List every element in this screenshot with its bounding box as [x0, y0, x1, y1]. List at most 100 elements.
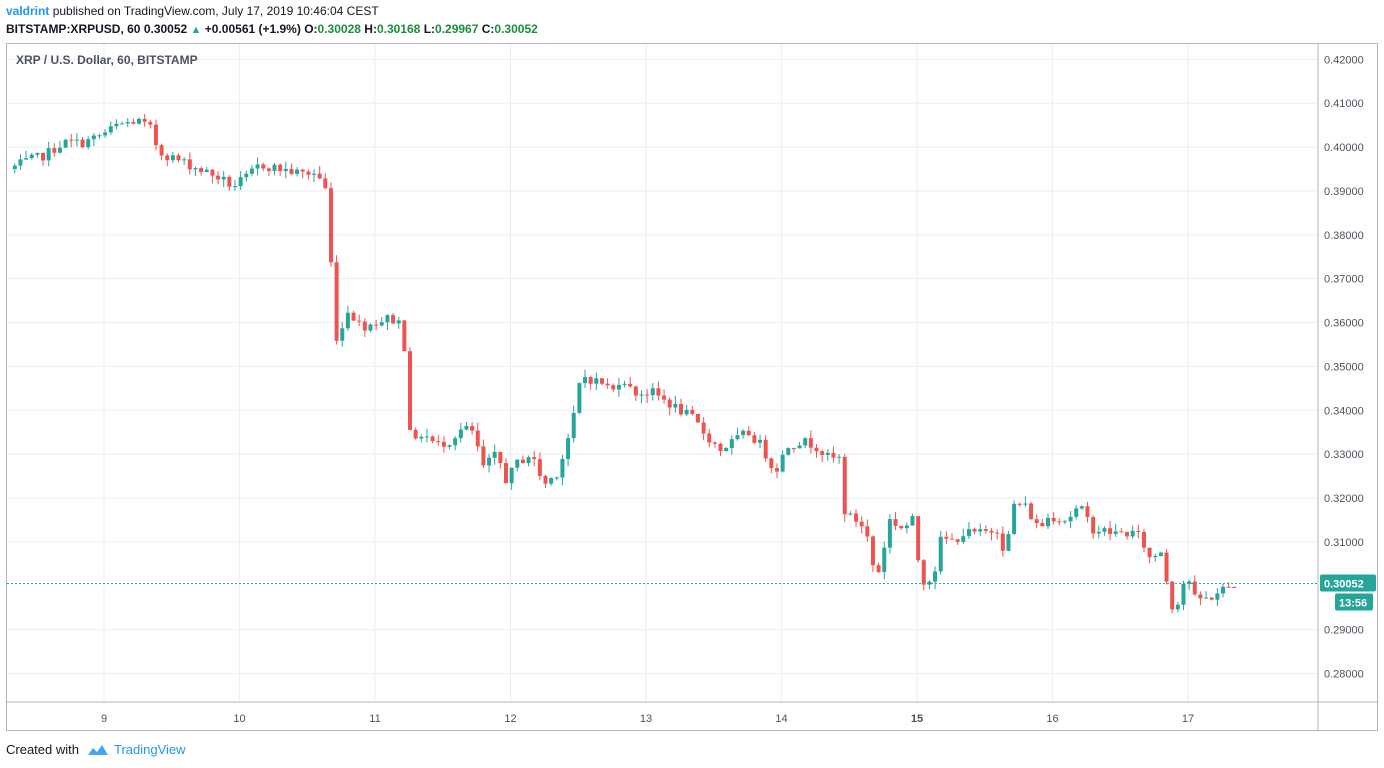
candle	[18, 154, 23, 170]
candle-body	[995, 532, 1000, 534]
candle	[424, 428, 429, 443]
candle-body	[983, 529, 988, 531]
tradingview-brand-link[interactable]: TradingView	[114, 742, 186, 757]
candle-body	[357, 320, 362, 322]
candle-body	[1040, 523, 1045, 527]
candle	[972, 527, 977, 535]
close-label: C:	[481, 22, 495, 36]
candle	[131, 118, 136, 125]
candle-body	[526, 457, 531, 464]
candle-body	[1130, 530, 1135, 537]
candle	[278, 163, 283, 176]
tradingview-logo-icon[interactable]	[87, 743, 109, 757]
candle	[741, 429, 746, 439]
candle-body	[1096, 531, 1101, 534]
symbol-label: BITSTAMP:XRPUSD, 60	[6, 22, 141, 36]
candle-body	[74, 139, 79, 141]
candle-body	[814, 447, 819, 452]
candle-body	[741, 430, 746, 436]
x-tick-label: 10	[233, 713, 245, 725]
candle	[1209, 597, 1214, 601]
chart-frame	[6, 43, 1378, 731]
y-tick-label: 0.36000	[1324, 318, 1364, 330]
candle-body	[52, 148, 57, 153]
candle	[566, 433, 571, 467]
candle	[357, 314, 362, 327]
created-with-text: Created with	[6, 742, 79, 757]
y-tick-label: 0.31000	[1324, 537, 1364, 549]
candle-body	[916, 516, 921, 561]
candle	[955, 539, 960, 545]
author-link[interactable]: valdrint	[6, 4, 50, 18]
candle	[345, 305, 350, 331]
candle	[232, 179, 237, 191]
open-value: 0.30028	[317, 22, 361, 36]
candle	[1040, 518, 1045, 527]
candle	[221, 171, 226, 188]
candle-body	[481, 446, 486, 466]
candle-body	[870, 536, 875, 566]
candle	[1158, 551, 1163, 557]
candle-body	[1125, 531, 1130, 537]
candle	[763, 435, 768, 463]
candle-body	[503, 463, 508, 484]
candle-body	[159, 145, 164, 156]
candle-body	[690, 409, 695, 414]
candle-body	[24, 158, 29, 160]
candle-body	[1170, 581, 1175, 610]
candle	[317, 165, 322, 180]
candle	[803, 436, 808, 449]
candle	[1062, 519, 1067, 525]
countdown-tag: 13:56	[1335, 593, 1373, 611]
candle	[752, 431, 757, 445]
candle	[481, 439, 486, 469]
candle	[1006, 530, 1011, 552]
candle	[261, 162, 266, 172]
candle	[588, 375, 593, 390]
candle-body	[1017, 503, 1022, 505]
candle-body	[667, 399, 672, 408]
candle	[695, 413, 700, 423]
candle	[153, 119, 158, 151]
candle-body	[571, 412, 576, 439]
candle-body	[368, 324, 373, 331]
candle-body	[921, 560, 926, 585]
candle-body	[656, 388, 661, 396]
x-tick-label: 17	[1182, 713, 1194, 725]
high-label: H:	[364, 22, 377, 36]
candle	[402, 319, 407, 352]
candle-body	[419, 436, 424, 439]
candle-body	[842, 456, 847, 515]
candle-body	[1051, 517, 1056, 522]
candle-body	[103, 132, 108, 136]
candle-body	[86, 139, 91, 148]
x-tick-label: 11	[369, 713, 380, 725]
candle	[656, 381, 661, 401]
candle	[165, 153, 170, 167]
candle	[170, 151, 175, 164]
candle-body	[391, 315, 396, 324]
candle-body	[379, 322, 384, 326]
candle	[848, 511, 853, 516]
candle-body	[1175, 604, 1180, 610]
candle-body	[537, 459, 542, 476]
candle	[526, 455, 531, 467]
candle-body	[1187, 581, 1192, 584]
y-tick-label: 0.35000	[1324, 361, 1364, 373]
candle-body	[63, 139, 68, 148]
candle	[441, 436, 446, 453]
candle-body	[650, 388, 655, 396]
candle-body	[695, 413, 700, 423]
candle-body	[639, 394, 644, 396]
candle	[503, 458, 508, 484]
candle-body	[972, 529, 977, 532]
last-price: 0.30052	[143, 22, 188, 36]
candle-body	[295, 169, 300, 174]
candle-body	[18, 159, 23, 166]
candle	[712, 441, 717, 448]
y-tick-label: 0.40000	[1324, 142, 1364, 154]
candle-body	[447, 445, 452, 447]
candle-body	[1164, 552, 1169, 582]
candle	[408, 347, 413, 431]
